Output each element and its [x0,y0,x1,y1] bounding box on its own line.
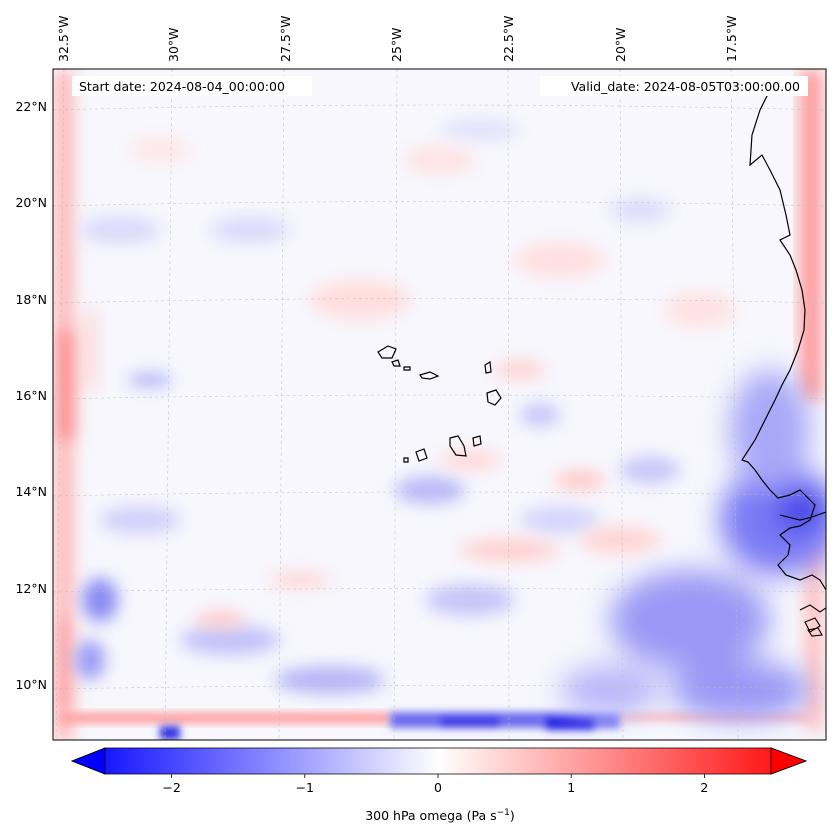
lat-label: 14°N [15,484,47,499]
bottom-boundary-negative [160,712,620,740]
start-date-text: Start date: 2024-08-04_00:00:00 [79,79,285,94]
lon-label: 22.5°W [501,16,516,62]
lat-label: 12°N [15,581,47,596]
lon-label: 25°W [389,27,404,62]
longitude-labels: 32.5°W 30°W 27.5°W 25°W 22.5°W 20°W 17.5… [56,16,739,62]
lon-label: 32.5°W [56,16,71,62]
right-boundary-positive [800,70,823,730]
bissagos-islands [799,604,826,637]
gridlines [53,69,826,740]
lon-label: 17.5°W [724,16,739,62]
colorbar-tick-label: −1 [296,780,314,795]
map-frame [52,68,827,741]
omega-field [53,69,826,740]
colorbar-tick-label: 1 [567,780,575,795]
west-africa-coastline [741,89,826,591]
lat-label: 20°N [15,195,47,210]
colorbar-gradient [70,747,808,775]
latitude-labels: 22°N 20°N 18°N 16°N 14°N 12°N 10°N [15,99,47,692]
colorbar-tick-label: 0 [434,780,442,795]
coastal-negative-omega [560,370,826,720]
valid-date-box [540,76,808,96]
valid-date-text: Valid_date: 2024-08-05T03:00:00.00 [571,79,800,94]
colorbar-tick-label: 2 [700,780,708,795]
colorbar-min-extension [70,747,106,775]
scattered-negative-patches [75,120,680,694]
lat-label: 10°N [15,677,47,692]
colorbar-tick-label: −2 [162,780,180,795]
colorbar: −2 −1 0 1 2 300 hPa omega (Pa s−1) [70,747,808,823]
cape-verde-islands [377,345,502,463]
lon-label: 30°W [166,27,181,62]
gambia-river-outline [779,511,826,521]
lon-label: 27.5°W [278,16,293,62]
left-boundary-positive [55,70,95,740]
lat-label: 16°N [15,388,47,403]
scattered-positive-patches [130,138,735,628]
start-date-box [72,76,312,96]
colorbar-ticks: −2 −1 0 1 2 [162,774,708,795]
lon-label: 20°W [613,27,628,62]
colorbar-label: 300 hPa omega (Pa s−1) [365,808,515,823]
colorbar-max-extension [770,747,808,775]
lat-label: 18°N [15,292,47,307]
lat-label: 22°N [15,99,47,114]
